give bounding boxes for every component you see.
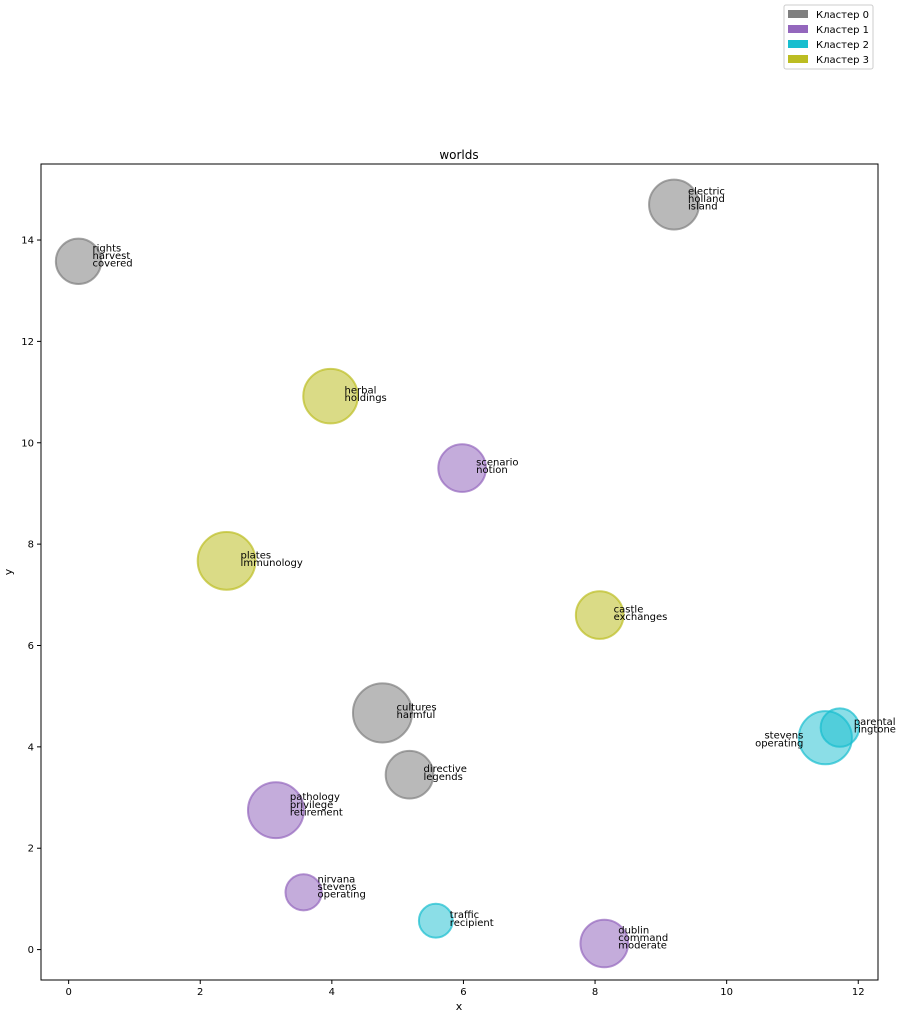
point-label: harvest	[93, 251, 131, 262]
point-label: traffic	[450, 910, 479, 921]
point-label: retirement	[290, 807, 343, 818]
data-point	[819, 707, 861, 748]
point-label: stevens	[318, 882, 357, 893]
point-label: stevens	[764, 731, 803, 742]
data-point	[437, 443, 487, 493]
axis-ticks: 0 2 4 6 8 10 12 0 2 4 6 8 10 12 14	[21, 236, 864, 998]
point-label: nirvana	[318, 874, 356, 885]
point-label: moderate	[618, 941, 667, 952]
data-point	[574, 590, 625, 640]
point-label: directive	[423, 764, 466, 775]
legend-swatch	[788, 25, 808, 33]
point-label: parental	[854, 717, 896, 728]
data-point	[284, 873, 323, 912]
x-tick-label: 2	[197, 987, 203, 998]
x-tick-label: 8	[592, 987, 598, 998]
legend-swatch	[788, 55, 808, 63]
point-label: legends	[423, 772, 462, 783]
data-point	[196, 530, 257, 591]
x-tick-label: 4	[329, 987, 335, 998]
data-point	[579, 918, 630, 969]
chart-title: worlds	[439, 148, 478, 162]
legend-entry-label: Кластер 3	[816, 55, 869, 66]
data-point	[384, 749, 435, 800]
point-label: recipient	[450, 918, 494, 929]
y-tick-label: 4	[28, 742, 34, 753]
x-tick-label: 0	[65, 987, 71, 998]
legend-entry-label: Кластер 1	[816, 25, 869, 36]
point-label: operating	[755, 739, 803, 750]
x-tick-label: 6	[460, 987, 466, 998]
plot-frame	[40, 163, 879, 981]
point-label: exchanges	[614, 612, 668, 623]
y-tick-label: 12	[21, 337, 34, 348]
x-tick-label: 12	[852, 987, 865, 998]
legend: Кластер 0 Кластер 1 Кластер 2 Кластер 3	[783, 4, 874, 70]
point-label: herbal	[345, 386, 377, 397]
point-label: plates	[241, 550, 272, 561]
point-label: holdings	[345, 393, 387, 404]
y-tick-label: 10	[21, 438, 34, 449]
point-label: covered	[93, 259, 133, 270]
point-label: holland	[688, 194, 725, 205]
point-label: harmful	[397, 710, 436, 721]
point-label: dublin	[618, 926, 649, 937]
point-label: electric	[688, 187, 725, 198]
y-tick-label: 8	[28, 540, 34, 551]
point-label: rights	[93, 243, 122, 254]
legend-box	[783, 4, 874, 70]
y-tick-label: 0	[28, 945, 34, 956]
y-tick-label: 6	[28, 641, 34, 652]
legend-entry-label: Кластер 2	[816, 40, 869, 51]
point-label: command	[618, 933, 668, 944]
point-label: immunology	[241, 558, 303, 569]
x-tick-label: 10	[720, 987, 733, 998]
point-label: pathology	[290, 792, 340, 803]
point-label: castle	[614, 605, 644, 616]
point-label: privilege	[290, 800, 333, 811]
data-point	[417, 902, 454, 939]
y-axis-label: y	[2, 568, 15, 575]
legend-swatch	[788, 40, 808, 48]
data-point	[54, 237, 103, 285]
data-point	[246, 781, 305, 840]
x-axis-label: x	[456, 1000, 463, 1013]
data-point	[351, 682, 414, 744]
y-tick-label: 2	[28, 844, 34, 855]
data-point	[302, 367, 359, 425]
data-points	[54, 178, 861, 969]
y-tick-label: 14	[21, 236, 34, 247]
point-label: operating	[318, 890, 366, 901]
point-label: scenario	[476, 458, 518, 469]
point-label: cultures	[397, 702, 437, 713]
legend-swatch	[788, 10, 808, 18]
data-point	[648, 178, 700, 231]
legend-entry-label: Кластер 0	[816, 10, 869, 21]
point-label: island	[688, 202, 718, 213]
point-label: ringtone	[854, 725, 896, 736]
point-label: notion	[476, 465, 508, 476]
